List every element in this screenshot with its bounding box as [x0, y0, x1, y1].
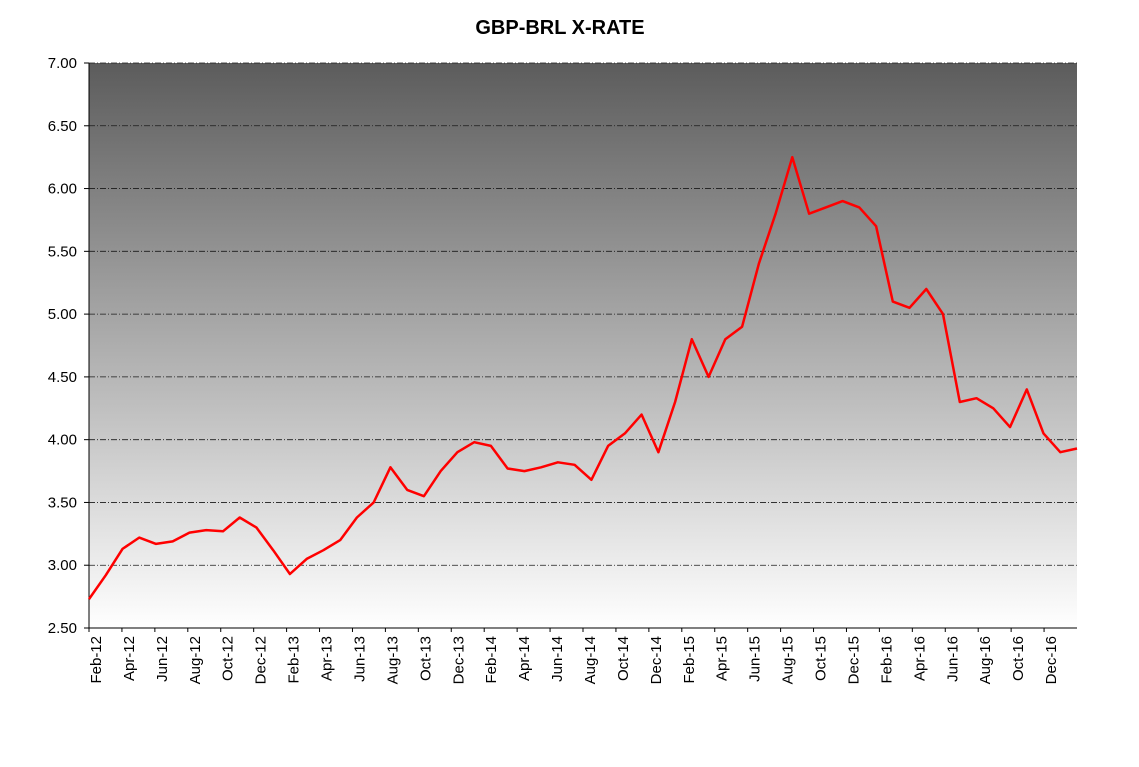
- x-tick-label: Dec-13: [450, 636, 467, 684]
- x-tick-label: Oct-16: [1010, 636, 1027, 681]
- x-tick-label: Dec-16: [1043, 636, 1060, 684]
- x-tick-label: Aug-15: [780, 636, 797, 684]
- x-tick-label: Oct-15: [813, 636, 830, 681]
- x-axis: Feb-12 Apr-12 Jun-12 Aug-12 Oct-12 Dec-12 Feb-…: [88, 628, 1060, 684]
- chart-title: GBP-BRL X-RATE: [475, 17, 644, 39]
- y-tick-label: 7.00: [48, 55, 77, 72]
- x-tick-label: Apr-13: [319, 636, 336, 681]
- x-tick-label: Feb-13: [286, 636, 303, 684]
- series-line: [87, 155, 1078, 600]
- x-tick-label: Feb-16: [878, 636, 895, 684]
- y-tick-label: 4.00: [48, 432, 77, 449]
- x-tick-label: Feb-12: [88, 636, 105, 684]
- series-layer: [87, 155, 1078, 600]
- x-tick-label: Apr-16: [911, 636, 928, 681]
- x-tick-label: Oct-12: [220, 636, 237, 681]
- y-tick-label: 3.00: [48, 557, 77, 574]
- x-tick-label: Jun-14: [549, 636, 566, 682]
- x-tick-label: Dec-15: [845, 636, 862, 684]
- x-tick-label: Apr-15: [714, 636, 731, 681]
- x-tick-label: Jun-13: [351, 636, 368, 682]
- y-tick-label: 5.00: [48, 306, 77, 323]
- y-tick-label: 5.50: [48, 243, 77, 260]
- y-axis: 2.50 3.00 3.50 4.00 4.50 5.00 5.50 6.00 6.50 7.00: [48, 55, 89, 637]
- plot-area: [89, 63, 1077, 628]
- x-tick-label: Aug-16: [977, 636, 994, 684]
- x-tick-label: Jun-16: [944, 636, 961, 682]
- x-tick-label: Aug-14: [582, 636, 599, 684]
- x-tick-label: Aug-13: [384, 636, 401, 684]
- y-tick-label: 6.00: [48, 181, 77, 198]
- y-tick-label: 4.50: [48, 369, 77, 386]
- x-tick-label: Oct-14: [615, 636, 632, 681]
- x-tick-label: Oct-13: [417, 636, 434, 681]
- x-tick-label: Feb-15: [681, 636, 698, 684]
- x-tick-label: Aug-12: [187, 636, 204, 684]
- y-tick-label: 2.50: [48, 620, 77, 637]
- x-tick-label: Jun-15: [747, 636, 764, 682]
- x-tick-label: Dec-14: [648, 636, 665, 684]
- y-tick-label: 3.50: [48, 494, 77, 511]
- x-tick-label: Dec-12: [253, 636, 270, 684]
- x-tick-label: Apr-14: [516, 636, 533, 681]
- x-tick-label: Jun-12: [154, 636, 171, 682]
- x-tick-label: Feb-14: [483, 636, 500, 684]
- x-tick-label: Apr-12: [121, 636, 138, 681]
- y-tick-label: 6.50: [48, 118, 77, 135]
